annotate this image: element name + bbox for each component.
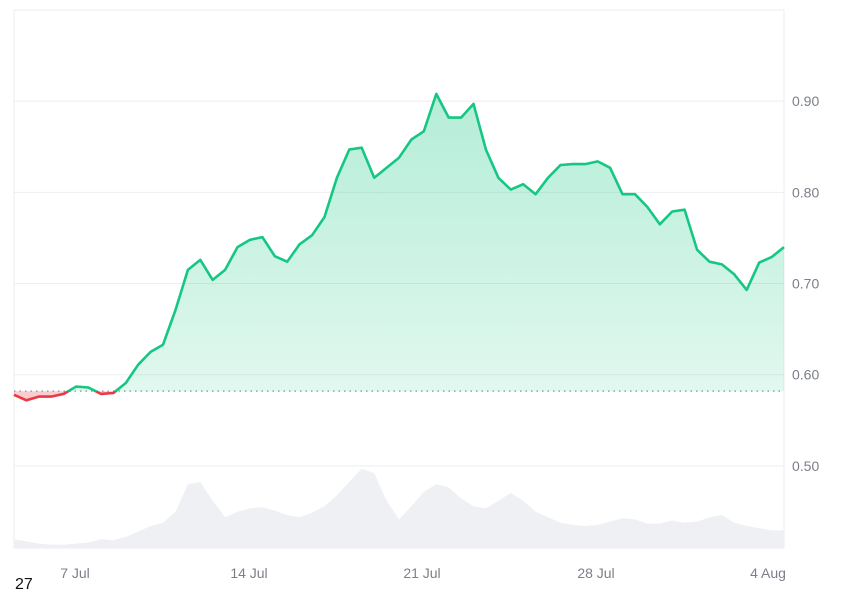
- volume-area: [14, 469, 784, 548]
- y-tick-label: 0.70: [792, 276, 819, 292]
- price-series: [14, 94, 784, 548]
- x-tick-label: 4 Aug: [750, 565, 786, 581]
- x-axis: 7 Jul 14 Jul 21 Jul 28 Jul 4 Aug: [60, 565, 786, 581]
- y-tick-label: 0.90: [792, 93, 819, 109]
- x-tick-label: 21 Jul: [403, 565, 440, 581]
- y-tick-label: 0.60: [792, 367, 819, 383]
- volume-area-path: [14, 469, 784, 548]
- y-tick-label: 0.80: [792, 184, 819, 200]
- x-tick-label: 28 Jul: [577, 565, 614, 581]
- y-tick-label: 0.50: [792, 458, 819, 474]
- x-tick-label: 14 Jul: [230, 565, 267, 581]
- y-axis: 0.50 0.60 0.70 0.80 0.90: [792, 93, 819, 474]
- price-area-up: [14, 94, 784, 548]
- x-tick-label: 7 Jul: [60, 565, 90, 581]
